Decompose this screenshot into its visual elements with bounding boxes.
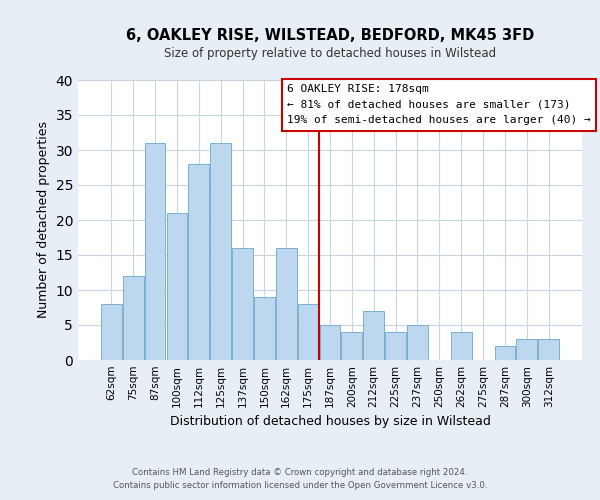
Bar (232, 248, 253, 360)
Text: 6 OAKLEY RISE: 178sqm
← 81% of detached houses are smaller (173)
19% of semi-det: 6 OAKLEY RISE: 178sqm ← 81% of detached … (287, 84, 591, 126)
Bar (167, 213, 187, 360)
Text: Contains HM Land Registry data © Crown copyright and database right 2024.
Contai: Contains HM Land Registry data © Crown c… (113, 468, 487, 490)
Bar (298, 304, 319, 360)
X-axis label: Distribution of detached houses by size in Wilstead: Distribution of detached houses by size … (170, 416, 490, 428)
Bar (407, 325, 428, 360)
Text: 6, OAKLEY RISE, WILSTEAD, BEDFORD, MK45 3FD: 6, OAKLEY RISE, WILSTEAD, BEDFORD, MK45 … (126, 28, 534, 42)
Bar (320, 325, 340, 360)
Bar (254, 297, 275, 360)
Y-axis label: Number of detached properties: Number of detached properties (37, 122, 50, 318)
Bar (538, 339, 559, 360)
Bar (494, 346, 515, 360)
Bar (123, 276, 143, 360)
Bar (101, 304, 122, 360)
Text: Size of property relative to detached houses in Wilstead: Size of property relative to detached ho… (164, 48, 496, 60)
Bar (276, 248, 296, 360)
Bar (188, 164, 209, 360)
Bar (341, 332, 362, 360)
Bar (451, 332, 472, 360)
Bar (364, 311, 384, 360)
Bar (517, 339, 537, 360)
Bar (210, 143, 231, 360)
Bar (145, 143, 166, 360)
Bar (385, 332, 406, 360)
